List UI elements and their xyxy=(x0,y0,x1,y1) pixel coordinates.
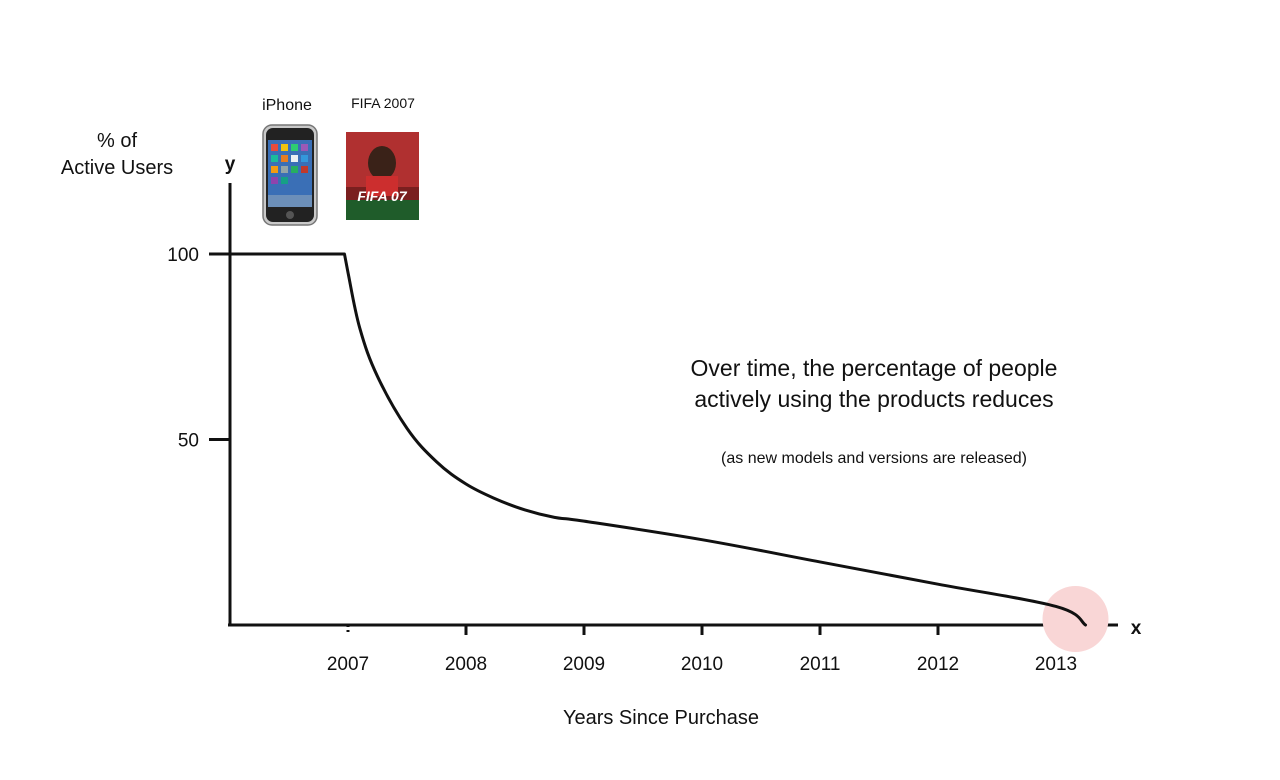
x-tick-label: 2007 xyxy=(327,654,369,675)
annotation-line-2: actively using the products reduces xyxy=(694,386,1053,412)
y-ticks: 100 50 xyxy=(167,245,230,452)
x-axis-title: Years Since Purchase xyxy=(563,707,759,729)
end-highlight-circle xyxy=(1042,586,1109,652)
y-tick-label: 50 xyxy=(178,431,199,452)
iphone-image xyxy=(262,124,318,226)
x-tick-label: 2012 xyxy=(917,654,959,675)
product-label-iphone: iPhone xyxy=(262,97,312,114)
product-fifa: FIFA 2007 FIFA 07 xyxy=(346,95,419,220)
y-axis-label-line-1: % of xyxy=(97,130,137,152)
fifa-cover-text: FIFA 07 xyxy=(357,188,407,204)
x-tick-label: 2011 xyxy=(800,654,841,675)
axes: y x xyxy=(225,154,1142,639)
y-axis-letter: y xyxy=(225,154,236,175)
annotation-line-1: Over time, the percentage of people xyxy=(691,355,1058,381)
product-iphone: iPhone xyxy=(262,97,318,226)
x-tick-label: 2009 xyxy=(563,654,605,675)
y-axis-label-line-2: Active Users xyxy=(61,157,173,179)
product-label-fifa: FIFA 2007 xyxy=(351,95,415,111)
x-tick-label: 2013 xyxy=(1035,654,1077,675)
x-axis-letter: x xyxy=(1131,618,1142,639)
x-ticks: 2007 2008 2009 2010 2011 2012 2013 xyxy=(327,625,1077,675)
annotation-note: (as new models and versions are released… xyxy=(721,450,1027,467)
x-tick-label: 2008 xyxy=(445,654,487,675)
x-tick-label: 2010 xyxy=(681,654,723,675)
fifa-07-cover-image: FIFA 07 xyxy=(346,132,419,220)
series-line xyxy=(228,252,1087,627)
y-tick-label: 100 xyxy=(167,245,199,266)
